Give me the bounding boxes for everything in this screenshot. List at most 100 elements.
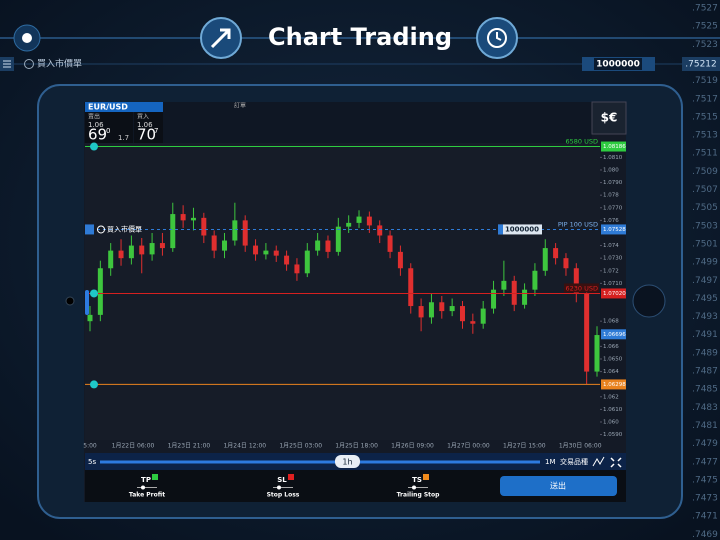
order-type: 買入市價單 (37, 58, 82, 70)
price-tag (601, 288, 626, 299)
candle-body (263, 250, 269, 255)
candle-body (232, 220, 238, 241)
drag-indicator[interactable] (85, 290, 89, 315)
candle-body (594, 335, 600, 372)
x-tick-label: 1月25日 03:00 (279, 443, 322, 450)
option-toggle-knob[interactable] (277, 485, 281, 490)
buy-big: 1.06 (137, 121, 153, 129)
home-button[interactable] (632, 284, 666, 318)
candle-body (304, 250, 310, 274)
timeframe-current: 1h (342, 458, 352, 467)
menu-dot-inner (22, 33, 32, 43)
level-clock (97, 225, 105, 234)
amount-field (594, 58, 642, 70)
symbol: EUR/USD (88, 103, 128, 112)
y-tick-label: 1.0730 (603, 256, 623, 262)
level-amount-box[interactable] (498, 224, 542, 235)
candle-body (315, 240, 321, 251)
level-menu[interactable] (85, 224, 94, 235)
option-color (423, 474, 429, 480)
ruler-label: .7519 (692, 76, 718, 86)
y-tick-label: 1.076 (603, 218, 619, 224)
option-color (288, 474, 294, 480)
price-ruler: .7527 .7525 .7523 .7519 .7517 .7515 .7513 .7511… (692, 4, 718, 540)
candle-body (387, 235, 393, 252)
sell-box[interactable] (85, 112, 133, 143)
sell-pips: 69 (88, 126, 107, 144)
level-amount: 1000000 (505, 225, 539, 233)
timeframe-max: 1M (545, 458, 556, 466)
candle-body (418, 306, 424, 318)
y-tick-label: 1.0710 (603, 281, 623, 287)
option-toggle-knob[interactable] (412, 485, 416, 490)
option-color (152, 474, 158, 480)
clock-icon (487, 28, 507, 48)
option-code: TP (141, 476, 151, 484)
y-tick-label: 1.0810 (603, 155, 623, 161)
ruler-label: .7505 (692, 203, 718, 213)
candle-body (190, 217, 196, 221)
candle-body (408, 268, 414, 307)
candle-body (491, 289, 497, 309)
submit-button[interactable] (500, 476, 617, 496)
y-tick-label: 1.068 (603, 319, 619, 325)
fullscreen-icon[interactable] (610, 457, 622, 468)
level-tag: 6230 USD (566, 284, 599, 292)
ruler-label: .7515 (692, 112, 718, 122)
quote-header (84, 102, 592, 143)
candle-body (242, 220, 248, 246)
buy-pips: 70 (137, 126, 156, 144)
ruler-label: .7499 (692, 258, 718, 268)
y-tick-label: 1.072 (603, 268, 619, 274)
currency-button[interactable] (591, 101, 627, 135)
candle-body (542, 248, 548, 271)
candle-body (201, 217, 207, 236)
x-tick-label: 1月22日 06:00 (112, 443, 155, 450)
camera (65, 296, 75, 306)
x-tick-label: 1月26日 09:00 (391, 443, 434, 450)
level-tag: PIP 100 USD (558, 220, 598, 228)
candle-body (470, 321, 476, 324)
y-tick-label: 1.078 (603, 193, 619, 199)
timeframe-thumb[interactable] (335, 455, 360, 468)
y-tick-label: 1.0610 (603, 407, 623, 413)
candle-body (87, 314, 93, 322)
indicator-icon[interactable] (592, 456, 605, 467)
y-tick-label: 1.0650 (603, 356, 623, 362)
ruler-label: .7493 (692, 312, 718, 322)
candle-body (170, 214, 176, 249)
timeframe-min: 5s (88, 458, 96, 466)
candle-body (511, 280, 517, 305)
spread: 1.7 (118, 134, 129, 142)
level-handle[interactable] (90, 142, 98, 151)
option-toggle-knob[interactable] (141, 485, 145, 490)
y-tick-label: 1.0790 (603, 180, 623, 186)
page-title: Chart Trading (268, 23, 452, 51)
candle-body (253, 245, 259, 255)
ruler-label: .7473 (692, 494, 718, 504)
level-order: 買入市價單 (107, 224, 142, 233)
symbol-tab[interactable] (85, 102, 163, 112)
ruler-label: .7503 (692, 221, 718, 231)
x-tick-label: 1月27日 00:00 (447, 443, 490, 450)
clock-hands (496, 32, 502, 41)
price-tag-label: 1.08186 (603, 144, 626, 150)
candle-body (449, 306, 455, 312)
candle-body (377, 225, 383, 236)
candle-body (180, 214, 186, 221)
option-code: SL (277, 476, 287, 484)
level-handle[interactable] (90, 380, 98, 389)
x-tick-label: 1月24日 12:00 (223, 443, 266, 450)
candle-body (584, 293, 590, 372)
sell-label: 賣出 (88, 113, 100, 121)
level-amount-handle[interactable] (498, 224, 503, 235)
sell-big: 1.06 (88, 121, 104, 129)
buy-box[interactable] (134, 112, 163, 143)
instruments[interactable]: 交易品種 (560, 457, 588, 466)
level-tag-box (564, 283, 599, 293)
orders-tab[interactable]: 訂單 (234, 102, 246, 110)
candle-body (366, 216, 372, 226)
level-handle[interactable] (90, 289, 98, 298)
candle-body (439, 302, 445, 312)
